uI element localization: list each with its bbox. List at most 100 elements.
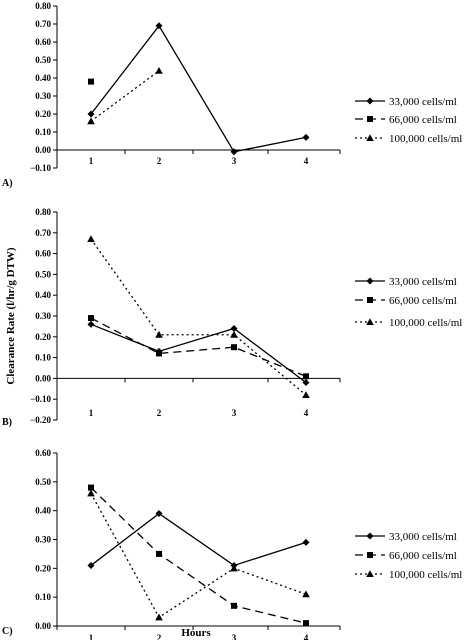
legend-label: 66,000 cells/ml [389, 295, 457, 307]
data-point [87, 235, 95, 243]
series-1: 33,000 cells/ml [87, 22, 457, 156]
y-tick-label: 0.30 [35, 91, 51, 101]
series-2: 66,000 cells/ml [88, 484, 457, 627]
data-point [230, 148, 238, 156]
y-tick-label: 0.00 [35, 145, 51, 155]
x-tick-label: 1 [89, 408, 94, 418]
y-tick-label: 0.20 [35, 563, 51, 573]
series-line [90, 24, 307, 153]
data-point [302, 538, 310, 546]
x-tick-label: 3 [232, 633, 237, 640]
y-tick-label: 0.40 [35, 290, 51, 300]
x-tick-label: 4 [304, 408, 309, 418]
legend-label: 100,000 cells/ml [389, 569, 462, 581]
legend-label: 66,000 cells/ml [389, 550, 457, 562]
series-2: 66,000 cells/ml [88, 78, 457, 126]
data-point [88, 484, 94, 491]
legend-label: 33,000 cells/ml [389, 276, 457, 288]
data-point [87, 320, 95, 328]
panel-label: A) [2, 178, 13, 189]
legend-label: 100,000 cells/ml [389, 133, 462, 145]
data-point [303, 620, 309, 627]
data-point [156, 550, 162, 557]
series-3: 100,000 cells/ml [87, 235, 462, 399]
series-1: 33,000 cells/ml [87, 510, 457, 569]
y-tick-label: 0.70 [35, 228, 51, 238]
data-point [231, 344, 237, 351]
series-line [90, 493, 307, 619]
legend-marker [366, 318, 374, 325]
legend-marker [366, 277, 374, 285]
data-point [87, 561, 95, 569]
data-point [302, 379, 310, 387]
legend-marker [367, 552, 373, 558]
y-tick-label: −0.10 [30, 394, 51, 404]
data-point [230, 324, 238, 332]
y-tick-label: 0.50 [35, 55, 51, 65]
panel-label: C) [2, 626, 13, 637]
y-tick-label: 0.50 [35, 477, 51, 487]
data-point [302, 590, 310, 598]
legend-label: 33,000 cells/ml [389, 96, 457, 108]
legend-marker [367, 297, 373, 303]
x-tick-label: 4 [304, 633, 309, 640]
series-line [90, 323, 307, 384]
y-tick-label: 0.00 [35, 373, 51, 383]
x-tick-label: 2 [157, 633, 162, 640]
y-tick-label: 0.00 [35, 621, 51, 631]
data-point [155, 22, 163, 30]
data-point [155, 510, 163, 518]
data-point [231, 602, 237, 609]
data-point [156, 350, 162, 357]
series-line [90, 238, 307, 396]
legend-label: 33,000 cells/ml [389, 531, 457, 543]
legend-marker [366, 97, 374, 105]
data-point [155, 613, 163, 621]
legend-marker [367, 116, 373, 122]
y-axis-label: Clearance Rate (l/hr/g DTW) [5, 247, 17, 384]
data-point [88, 315, 94, 322]
legend-label: 66,000 cells/ml [389, 114, 457, 126]
y-tick-label: 0.30 [35, 311, 51, 321]
legend-marker [366, 570, 374, 577]
data-point [155, 67, 163, 74]
data-point [302, 133, 310, 141]
y-tick-label: 0.50 [35, 269, 51, 279]
y-tick-label: 0.10 [35, 127, 51, 137]
chart-panel-a: 0.80 0.70 0.60 0.50 0.40 0.30 0.20 0.10 0.00 −0.1… [2, 1, 462, 189]
y-tick-label: 0.60 [35, 448, 51, 458]
x-axis-label: Hours [181, 627, 211, 639]
data-point [155, 330, 163, 338]
data-point [230, 564, 238, 572]
series-line [90, 487, 307, 624]
y-tick-label: 0.80 [35, 1, 51, 11]
y-tick-label: 0.80 [35, 207, 51, 217]
x-tick-label: 2 [157, 408, 162, 418]
data-point [303, 373, 309, 380]
y-tick-label: 0.60 [35, 37, 51, 47]
x-tick-label: 1 [89, 633, 94, 640]
series-line [90, 317, 307, 377]
chart-panel-c: 0.60 0.50 0.40 0.30 0.20 0.10 0.00 1 2 3 4 C) 33,000… [2, 448, 462, 640]
legend-label: 100,000 cells/ml [389, 317, 462, 329]
data-point [87, 489, 95, 497]
x-tick-label: 3 [232, 156, 237, 166]
series-line [90, 70, 160, 122]
x-tick-label: 1 [89, 156, 94, 166]
series-1: 33,000 cells/ml [87, 276, 457, 387]
y-tick-label: 0.10 [35, 353, 51, 363]
series-line [90, 512, 307, 567]
data-point [230, 330, 238, 338]
y-tick-label: −0.10 [30, 163, 51, 173]
y-tick-label: 0.70 [35, 19, 51, 29]
legend-marker [366, 134, 374, 141]
series-3: 100,000 cells/ml [87, 67, 462, 145]
panel-label: B) [2, 417, 12, 428]
y-tick-label: 0.40 [35, 506, 51, 516]
y-tick-label: −0.20 [30, 415, 51, 425]
series-3: 100,000 cells/ml [87, 489, 462, 621]
y-tick-label: 0.30 [35, 535, 51, 545]
y-tick-label: 0.10 [35, 592, 51, 602]
y-tick-label: 0.20 [35, 332, 51, 342]
